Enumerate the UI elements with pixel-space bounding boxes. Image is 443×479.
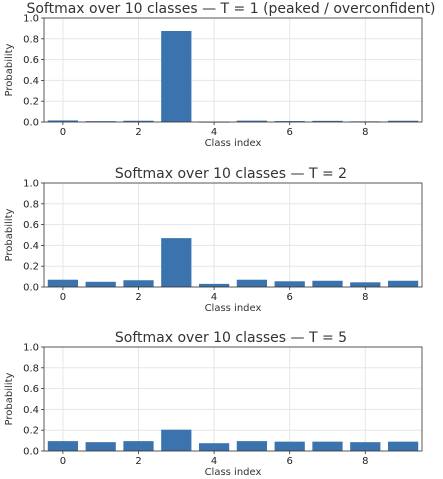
y-tick-label: 0.6 — [23, 384, 39, 395]
bar-class-4 — [198, 443, 230, 451]
bar-class-3 — [161, 429, 192, 451]
bar-class-0 — [47, 279, 79, 287]
x-axis-label: Class index — [205, 467, 262, 478]
x-tick-label: 2 — [135, 456, 141, 467]
y-tick-label: 0.0 — [23, 283, 39, 294]
bar-class-5 — [236, 120, 268, 122]
bar-class-2 — [123, 441, 154, 451]
x-tick-label: 0 — [60, 456, 66, 467]
bar-class-8 — [350, 282, 381, 287]
y-tick-label: 0.8 — [23, 34, 39, 45]
bar-class-2 — [123, 280, 154, 287]
x-tick-label: 6 — [287, 292, 293, 303]
bar-class-0 — [47, 120, 79, 122]
chart-panel-0: 0.0 0.2 0.4 0.6 0.8 1.0 0 2 4 6 8 Softmax over 10 c… — [4, 1, 436, 149]
bar-class-2 — [123, 120, 154, 122]
chart-title: Softmax over 10 classes — T = 5 — [115, 330, 347, 346]
x-tick-label: 0 — [60, 127, 66, 138]
bar-class-9 — [387, 441, 419, 451]
y-axis-label: Probability — [4, 208, 15, 261]
y-tick-label: 0.2 — [23, 97, 39, 108]
x-tick-label: 0 — [60, 292, 66, 303]
y-tick-label: 1.0 — [23, 179, 39, 190]
chart-title: Softmax over 10 classes — T = 2 — [115, 166, 347, 182]
plot-frame — [43, 346, 423, 452]
y-axis-label: Probability — [4, 43, 15, 96]
y-tick-label: 0.0 — [23, 118, 39, 129]
x-tick-label: 4 — [211, 127, 217, 138]
x-tick-label: 8 — [362, 456, 368, 467]
x-tick-label: 8 — [362, 292, 368, 303]
bar-class-3 — [161, 238, 192, 287]
x-tick-label: 4 — [211, 456, 217, 467]
bar-class-1 — [85, 121, 116, 122]
bar-class-6 — [274, 121, 305, 122]
y-tick-label: 0.6 — [23, 55, 39, 66]
bar-class-6 — [274, 441, 305, 451]
y-tick-label: 0.4 — [23, 241, 39, 252]
chart-panel-1: 0.0 0.2 0.4 0.6 0.8 1.0 0 2 4 6 8 Softmax over 10 c… — [4, 166, 423, 314]
x-tick-label: 8 — [362, 127, 368, 138]
y-tick-label: 0.8 — [23, 363, 39, 374]
y-axis-label: Probability — [4, 372, 15, 425]
bar-class-9 — [387, 280, 419, 287]
bar-class-9 — [387, 120, 419, 122]
y-tick-label: 0.8 — [23, 199, 39, 210]
bar-class-5 — [236, 279, 268, 287]
y-tick-label: 0.2 — [23, 262, 39, 273]
x-tick-label: 2 — [135, 127, 141, 138]
bar-class-0 — [47, 441, 79, 451]
y-tick-label: 1.0 — [23, 343, 39, 354]
bar-class-8 — [350, 442, 381, 451]
bar-class-1 — [85, 281, 116, 287]
y-tick-label: 0.2 — [23, 426, 39, 437]
x-axis-label: Class index — [205, 138, 262, 149]
x-tick-label: 6 — [287, 127, 293, 138]
bar-class-5 — [236, 441, 268, 451]
y-tick-label: 0.4 — [23, 405, 39, 416]
x-tick-label: 2 — [135, 292, 141, 303]
bar-class-7 — [312, 441, 343, 451]
plot-frame — [43, 182, 423, 288]
bar-class-1 — [85, 442, 116, 451]
bar-class-3 — [161, 31, 192, 122]
chart-panel-2: 0.0 0.2 0.4 0.6 0.8 1.0 0 2 4 6 8 Softmax over 10 c… — [4, 330, 423, 478]
y-tick-label: 0.4 — [23, 76, 39, 87]
bar-class-6 — [274, 281, 305, 287]
bar-class-7 — [312, 120, 343, 122]
y-tick-label: 0.6 — [23, 220, 39, 231]
x-tick-label: 4 — [211, 292, 217, 303]
plot-frame — [43, 17, 423, 123]
bar-class-7 — [312, 280, 343, 287]
y-tick-label: 0.0 — [23, 447, 39, 458]
bar-class-4 — [198, 283, 230, 287]
x-axis-label: Class index — [205, 303, 262, 314]
x-tick-label: 6 — [287, 456, 293, 467]
chart-title: Softmax over 10 classes — T = 1 (peaked … — [26, 1, 435, 17]
y-tick-label: 1.0 — [23, 14, 39, 25]
